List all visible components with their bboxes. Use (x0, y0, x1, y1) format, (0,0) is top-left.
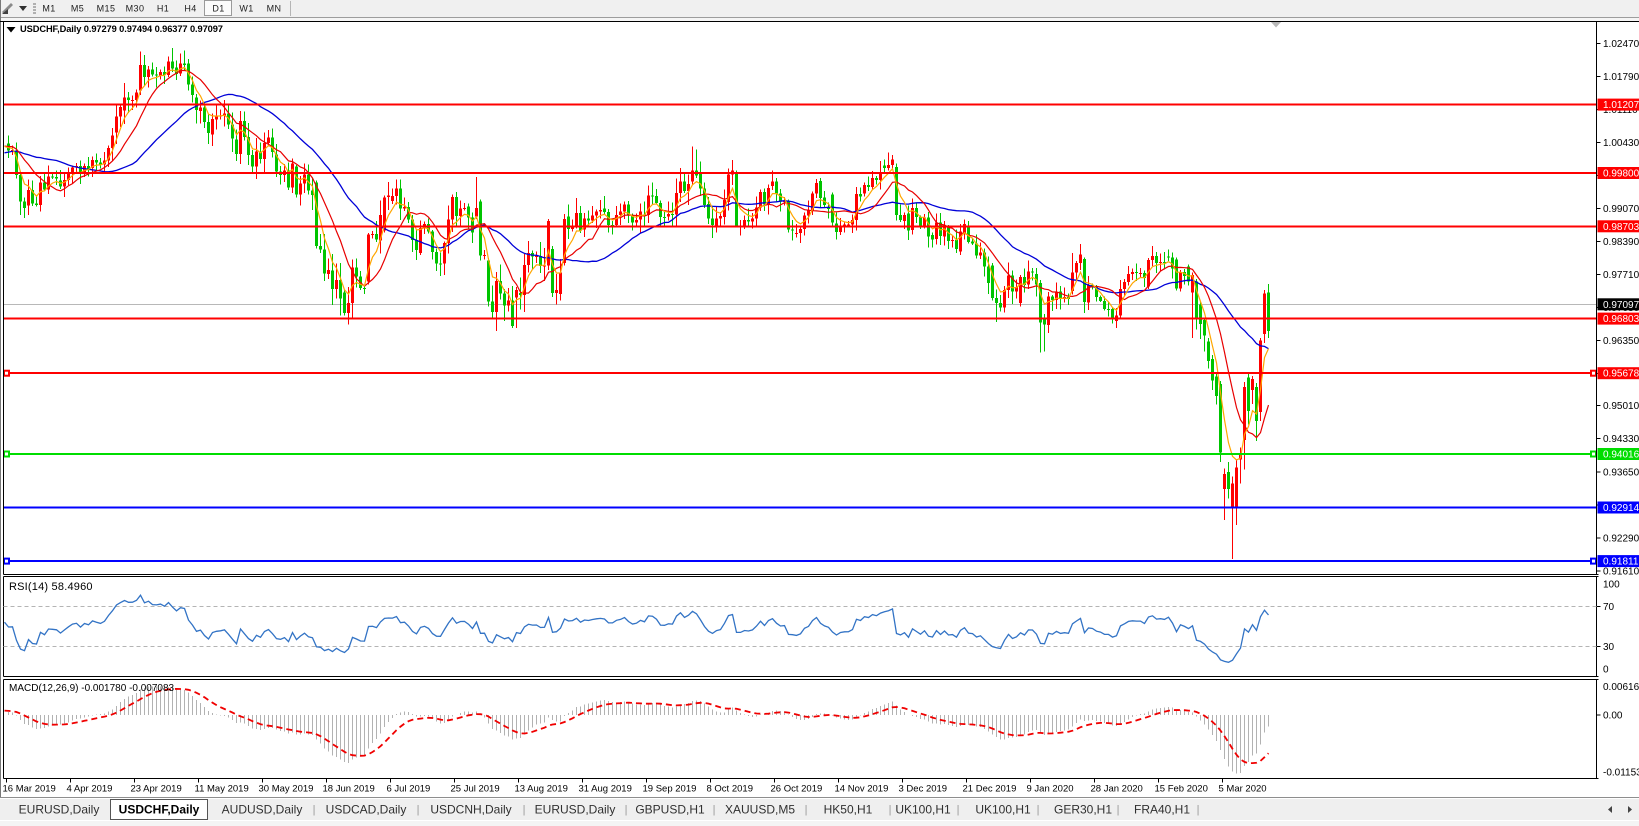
svg-text:0.97097: 0.97097 (1603, 300, 1639, 311)
svg-text:0.95010: 0.95010 (1603, 401, 1639, 412)
svg-text:1.01790: 1.01790 (1603, 72, 1639, 83)
svg-text:100: 100 (1603, 579, 1620, 590)
svg-text:-0.011533: -0.011533 (1603, 768, 1639, 779)
svg-text:M5: M5 (71, 4, 84, 14)
svg-text:25 Jul 2019: 25 Jul 2019 (451, 784, 500, 795)
svg-text:MACD(12,26,9) -0.001780 -0.007: MACD(12,26,9) -0.001780 -0.007083 (9, 683, 175, 694)
svg-text:30 May 2019: 30 May 2019 (259, 784, 314, 795)
svg-text:6 Jul 2019: 6 Jul 2019 (387, 784, 431, 795)
svg-text:0.99800: 0.99800 (1603, 169, 1639, 180)
svg-text:0.97710: 0.97710 (1603, 270, 1639, 281)
svg-text:28 Jan 2020: 28 Jan 2020 (1091, 784, 1143, 795)
svg-text:UK100,H1: UK100,H1 (895, 803, 951, 817)
svg-text:H1: H1 (157, 4, 169, 14)
svg-text:1.02470: 1.02470 (1603, 39, 1639, 50)
svg-text:1.01207: 1.01207 (1603, 100, 1639, 111)
svg-text:0: 0 (1603, 665, 1609, 676)
svg-text:D1: D1 (212, 4, 224, 14)
svg-text:30: 30 (1603, 642, 1615, 653)
svg-text:0.94330: 0.94330 (1603, 434, 1639, 445)
svg-text:|: | (805, 804, 808, 816)
svg-text:AUDUSD,Daily: AUDUSD,Daily (222, 803, 303, 817)
svg-text:M15: M15 (97, 4, 116, 14)
svg-text:|: | (523, 804, 526, 816)
svg-text:EURUSD,Daily: EURUSD,Daily (19, 803, 100, 817)
svg-text:HK50,H1: HK50,H1 (824, 803, 873, 817)
svg-text:|: | (1117, 804, 1120, 816)
svg-text:FRA40,H1: FRA40,H1 (1134, 803, 1190, 817)
svg-text:18 Jun 2019: 18 Jun 2019 (323, 784, 375, 795)
svg-text:0.98703: 0.98703 (1603, 222, 1639, 233)
svg-text:26 Oct 2019: 26 Oct 2019 (771, 784, 823, 795)
svg-text:0.00: 0.00 (1603, 710, 1623, 721)
svg-text:0.92914: 0.92914 (1603, 503, 1639, 514)
svg-text:MN: MN (267, 4, 282, 14)
svg-text:14 Nov 2019: 14 Nov 2019 (835, 784, 889, 795)
svg-text:19 Sep 2019: 19 Sep 2019 (643, 784, 697, 795)
svg-text:0.91811: 0.91811 (1603, 557, 1639, 568)
svg-text:|: | (1197, 804, 1200, 816)
svg-text:|: | (957, 804, 960, 816)
svg-text:|: | (625, 804, 628, 816)
svg-text:|: | (713, 804, 716, 816)
svg-text:USDCHF,Daily: USDCHF,Daily (119, 803, 200, 817)
svg-text:13 Aug 2019: 13 Aug 2019 (515, 784, 568, 795)
svg-text:H4: H4 (184, 4, 196, 14)
svg-text:|: | (417, 804, 420, 816)
svg-text:1.00430: 1.00430 (1603, 138, 1639, 149)
svg-text:GER30,H1: GER30,H1 (1054, 803, 1112, 817)
svg-text:EURUSD,Daily: EURUSD,Daily (535, 803, 616, 817)
svg-text:M30: M30 (126, 4, 145, 14)
svg-text:0.98390: 0.98390 (1603, 237, 1639, 248)
svg-text:|: | (313, 804, 316, 816)
svg-text:70: 70 (1603, 602, 1615, 613)
svg-text:23 Apr 2019: 23 Apr 2019 (131, 784, 182, 795)
svg-text:16 Mar 2019: 16 Mar 2019 (3, 784, 56, 795)
svg-text:3 Dec 2019: 3 Dec 2019 (899, 784, 948, 795)
svg-text:0.95678: 0.95678 (1603, 369, 1639, 380)
svg-text:0.99070: 0.99070 (1603, 204, 1639, 215)
svg-text:USDCHF,Daily 0.97279 0.97494: USDCHF,Daily 0.97279 0.97494 0.96377 0.9… (20, 24, 223, 34)
svg-text:USDCNH,Daily: USDCNH,Daily (430, 803, 511, 817)
svg-text:W1: W1 (239, 4, 253, 14)
svg-text:0.96350: 0.96350 (1603, 336, 1639, 347)
svg-text:0.96803: 0.96803 (1603, 314, 1639, 325)
svg-text:0.93650: 0.93650 (1603, 467, 1639, 478)
svg-text:0.92290: 0.92290 (1603, 533, 1639, 544)
svg-text:0.91610: 0.91610 (1603, 566, 1639, 577)
svg-text:M1: M1 (42, 4, 55, 14)
svg-text:0.94016: 0.94016 (1603, 450, 1639, 461)
svg-text:11 May 2019: 11 May 2019 (195, 784, 249, 795)
svg-text:5 Mar 2020: 5 Mar 2020 (1219, 784, 1267, 795)
svg-text:31 Aug 2019: 31 Aug 2019 (579, 784, 632, 795)
svg-text:15 Feb 2020: 15 Feb 2020 (1155, 784, 1208, 795)
svg-text:0.006167: 0.006167 (1603, 682, 1639, 693)
svg-text:9 Jan 2020: 9 Jan 2020 (1027, 784, 1074, 795)
svg-text:XAUUSD,M5: XAUUSD,M5 (725, 803, 795, 817)
svg-text:|: | (1037, 804, 1040, 816)
svg-text:GBPUSD,H1: GBPUSD,H1 (635, 803, 705, 817)
svg-text:|: | (889, 804, 892, 816)
svg-text:RSI(14) 58.4960: RSI(14) 58.4960 (9, 581, 93, 593)
svg-text:8 Oct 2019: 8 Oct 2019 (707, 784, 753, 795)
svg-text:UK100,H1: UK100,H1 (975, 803, 1031, 817)
svg-text:21 Dec 2019: 21 Dec 2019 (963, 784, 1017, 795)
svg-text:USDCAD,Daily: USDCAD,Daily (326, 803, 407, 817)
svg-text:4 Apr 2019: 4 Apr 2019 (67, 784, 113, 795)
